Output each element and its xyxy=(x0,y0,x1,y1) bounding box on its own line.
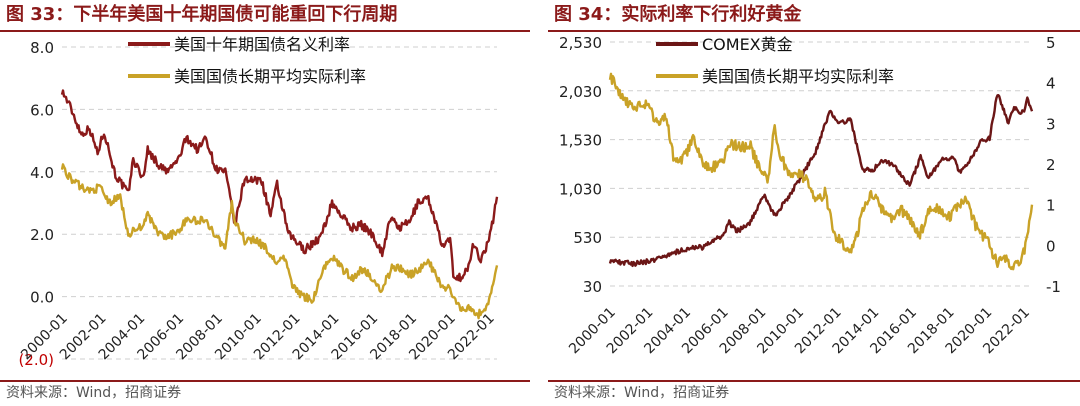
y2-tick-label: 2 xyxy=(1046,156,1056,174)
series-line-1 xyxy=(608,94,1034,268)
figure-title: 图 33：下半年美国十年期国债可能重回下行周期 xyxy=(6,4,398,25)
y-tick-label: 1,530 xyxy=(559,132,602,150)
series-line-2 xyxy=(60,163,499,320)
y2-tick-label: 4 xyxy=(1046,75,1056,93)
legend-label: 美国十年期国债名义利率 xyxy=(174,35,350,54)
y2-tick-label: 3 xyxy=(1046,115,1056,133)
title-rule xyxy=(0,30,530,32)
footer-rule xyxy=(0,380,530,382)
y2-tick-label: 0 xyxy=(1046,237,1056,255)
y2-tick-label: 5 xyxy=(1046,34,1056,52)
series-line-1 xyxy=(60,89,499,283)
y-tick-label: 2.0 xyxy=(30,226,54,244)
legend-label: 美国国债长期平均实际利率 xyxy=(702,67,894,86)
y-tick-label: 30 xyxy=(583,278,602,296)
series-line-2 xyxy=(608,72,1034,271)
chart-panel-left: 图 33：下半年美国十年期国债可能重回下行周期 8.0 6.0 4.0 2.0 0.0 (… xyxy=(0,0,530,406)
y-tick-label: 2,530 xyxy=(559,34,602,52)
y-tick-label: 4.0 xyxy=(30,164,54,182)
footer-rule xyxy=(548,380,1080,382)
line-chart-treasury-yield: 8.06.04.02.00.0(2.0)2000-012002-012004-0… xyxy=(18,35,499,369)
source-note: 资料来源：Wind，招商证券 xyxy=(554,385,730,401)
chart-panel-right: 图 34：实际利率下行利好黄金 2,530 2,030 1,530 1,030 530 3… xyxy=(548,0,1080,406)
source-note: 资料来源：Wind，招商证券 xyxy=(6,385,182,401)
title-rule xyxy=(548,30,1080,32)
figure-title: 图 34：实际利率下行利好黄金 xyxy=(554,4,802,25)
y2-tick-label: 1 xyxy=(1046,197,1056,215)
y-tick-label: (2.0) xyxy=(18,351,54,369)
y-tick-label: 530 xyxy=(573,229,602,247)
y-tick-label: 8.0 xyxy=(30,39,54,57)
y-tick-label: 6.0 xyxy=(30,101,54,119)
y-tick-label: 1,030 xyxy=(559,180,602,198)
y-tick-label: 2,030 xyxy=(559,83,602,101)
line-chart-gold-real-rate: 2,5302,0301,5301,03053030543210-12000-01… xyxy=(559,34,1061,357)
y-tick-label: 0.0 xyxy=(30,289,54,307)
legend-label: 美国国债长期平均实际利率 xyxy=(174,67,366,86)
legend-label: COMEX黄金 xyxy=(702,35,793,54)
y2-tick-label: -1 xyxy=(1046,278,1061,296)
